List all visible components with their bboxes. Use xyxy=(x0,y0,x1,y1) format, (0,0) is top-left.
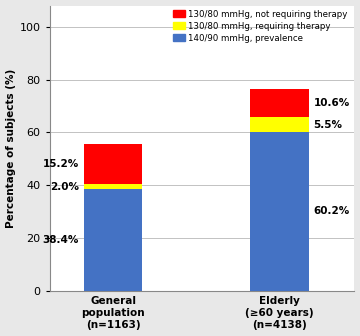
Y-axis label: Percentage of subjects (%): Percentage of subjects (%) xyxy=(5,69,15,228)
Bar xyxy=(84,190,142,291)
Text: 15.2%: 15.2% xyxy=(42,159,79,169)
Legend: 130/80 mmHg, not requiring therapy, 130/80 mmHg, requiring therapy, 140/90 mmHg,: 130/80 mmHg, not requiring therapy, 130/… xyxy=(170,7,350,45)
Bar xyxy=(251,117,309,132)
Text: 60.2%: 60.2% xyxy=(314,206,350,216)
Bar xyxy=(251,89,309,117)
Bar xyxy=(251,132,309,291)
Text: 38.4%: 38.4% xyxy=(42,235,79,245)
Bar xyxy=(84,144,142,184)
Text: 2.0%: 2.0% xyxy=(50,182,79,192)
Text: 5.5%: 5.5% xyxy=(314,120,343,130)
Bar xyxy=(84,184,142,190)
Text: 10.6%: 10.6% xyxy=(314,98,350,108)
